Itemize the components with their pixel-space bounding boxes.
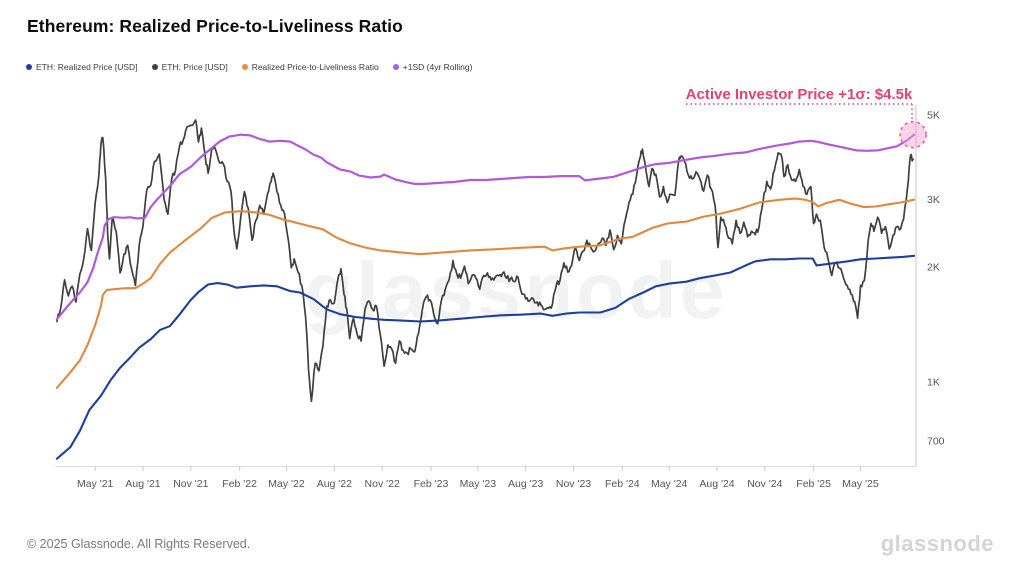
x-axis-tick-label: May '23 xyxy=(460,478,497,490)
x-axis-tick-label: Feb '23 xyxy=(414,478,449,490)
x-axis-tick-label: Nov '21 xyxy=(173,478,208,490)
x-axis-tick-label: Feb '22 xyxy=(222,478,257,490)
y-axis-tick-label: 3K xyxy=(927,194,940,206)
footer: © 2025 Glassnode. All Rights Reserved. g… xyxy=(0,526,1024,562)
x-axis-tick-label: Feb '24 xyxy=(605,478,640,490)
y-axis-tick-label: 700 xyxy=(927,436,945,448)
legend-item-label: Realized Price-to-Liveliness Ratio xyxy=(251,62,379,72)
legend-dot-icon xyxy=(241,64,248,70)
legend-item-1sd-4yr-rolling[interactable]: +1SD (4yr Rolling) xyxy=(392,62,473,72)
x-axis-tick-label: Feb '25 xyxy=(796,478,831,490)
y-axis-tick-label: 2K xyxy=(927,262,940,274)
legend-dot-icon xyxy=(392,64,399,70)
glassnode-logo: glassnode xyxy=(880,531,994,556)
x-axis-tick-label: Aug '23 xyxy=(508,478,543,490)
annotation-text: Active Investor Price +1σ: $4.5k xyxy=(686,86,913,103)
series-line-realized-price-to-liveliness-ratio xyxy=(55,197,916,389)
chart-legend: ETH: Realized Price [USD] ETH: Price [USD… xyxy=(26,62,472,72)
page-title: Ethereum: Realized Price-to-Liveliness R… xyxy=(27,16,403,36)
x-axis-tick-label: May '22 xyxy=(268,478,305,490)
x-axis-tick-label: Aug '24 xyxy=(699,478,734,490)
x-axis-tick-label: Nov '24 xyxy=(747,478,782,490)
legend-item-label: +1SD (4yr Rolling) xyxy=(402,62,473,72)
y-axis-tick-label: 1K xyxy=(927,377,940,389)
legend-item-label: ETH: Price [USD] xyxy=(161,62,228,72)
series-line-eth-price-usd xyxy=(56,119,914,403)
x-axis-tick-label: May '21 xyxy=(77,478,114,490)
annotation-highlight-circle xyxy=(899,120,927,149)
legend-dot-icon xyxy=(26,64,32,70)
x-axis-tick-label: Aug '21 xyxy=(125,478,160,490)
legend-item-realized-price-to-liveliness-ratio[interactable]: Realized Price-to-Liveliness Ratio xyxy=(241,62,379,72)
glassnode-watermark: glassnode xyxy=(304,246,728,335)
legend-item-eth-price-usd[interactable]: ETH: Price [USD] xyxy=(151,62,228,72)
copyright-text: © 2025 Glassnode. All Rights Reserved. xyxy=(27,537,251,551)
x-axis-tick-label: May '25 xyxy=(842,478,879,490)
legend-dot-icon xyxy=(151,64,158,70)
x-axis-tick-label: Aug '22 xyxy=(317,478,352,490)
x-axis-tick-label: Nov '22 xyxy=(365,478,400,490)
legend-item-eth-realized-price-usd[interactable]: ETH: Realized Price [USD] xyxy=(26,62,138,72)
y-axis-tick-label: 5K xyxy=(927,109,940,121)
x-axis-tick-label: May '24 xyxy=(651,478,688,490)
series-line-1sd-4yr-rolling xyxy=(55,133,916,321)
legend-item-label: ETH: Realized Price [USD] xyxy=(36,62,138,72)
x-axis-tick-label: Nov '23 xyxy=(556,478,591,490)
series-line-eth-realized-price-usd xyxy=(55,254,916,460)
